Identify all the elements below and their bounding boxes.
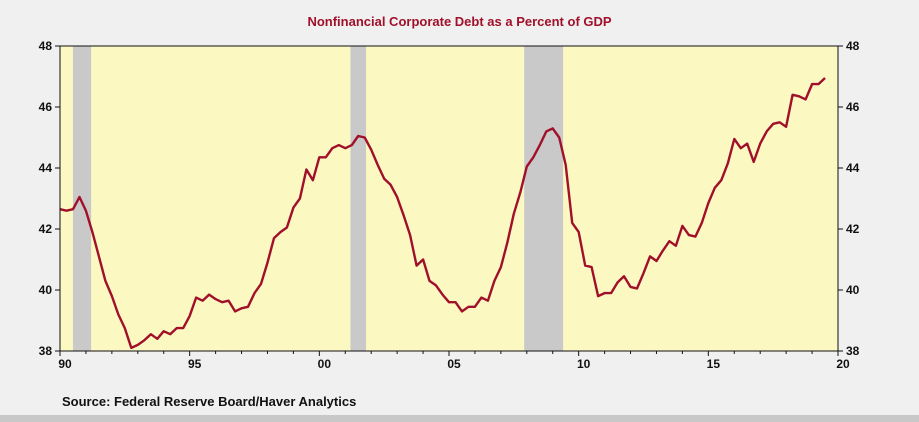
series-line xyxy=(59,77,826,350)
x-tick-label: 05 xyxy=(447,357,461,371)
status-bar xyxy=(0,415,919,422)
y-tick-label-left: 42 xyxy=(39,222,53,236)
y-tick-label-left: 44 xyxy=(39,161,53,175)
x-tick-label: 20 xyxy=(836,357,850,371)
x-tick-label: 90 xyxy=(58,357,72,371)
recession-bands xyxy=(72,46,564,351)
y-tick-label-right: 44 xyxy=(846,161,860,175)
y-tick-label-left: 40 xyxy=(39,283,53,297)
recession-band xyxy=(524,46,564,351)
y-tick-label-right: 46 xyxy=(846,100,860,114)
x-tick-label: 00 xyxy=(318,357,332,371)
y-tick-label-left: 48 xyxy=(39,39,53,53)
x-tick-label: 10 xyxy=(577,357,591,371)
plot-area xyxy=(60,46,838,351)
y-tick-label-right: 38 xyxy=(846,344,860,358)
recession-band xyxy=(72,46,92,351)
y-tick-label-left: 46 xyxy=(39,100,53,114)
recession-band xyxy=(350,46,367,351)
y-tick-label-right: 48 xyxy=(846,39,860,53)
axes: 38 38 40 40 42 42 44 44 46 46 48 48 90 95 00 05 10 15 20 xyxy=(39,39,860,371)
y-tick-label-right: 42 xyxy=(846,222,860,236)
y-tick-label-right: 40 xyxy=(846,283,860,297)
series-layer xyxy=(59,77,826,350)
chart-title: Nonfinancial Corporate Debt as a Percent… xyxy=(307,14,612,29)
y-tick-label-left: 38 xyxy=(39,344,53,358)
x-tick-label: 15 xyxy=(707,357,721,371)
source-note: Source: Federal Reserve Board/Haver Anal… xyxy=(62,394,357,409)
x-tick-label: 95 xyxy=(188,357,202,371)
